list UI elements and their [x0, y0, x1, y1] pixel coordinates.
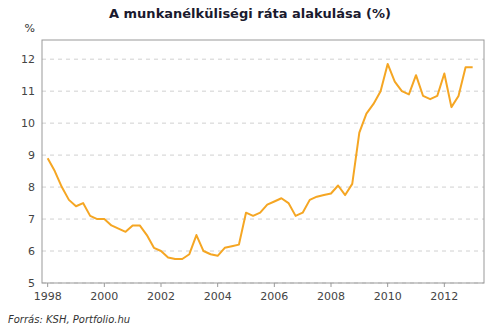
- grid-line: [42, 251, 484, 252]
- source: Forrás: KSH, Portfolio.hu: [8, 314, 130, 325]
- x-tick-label: 2010: [374, 290, 402, 303]
- series: [48, 64, 473, 259]
- y-tick-label: 11: [21, 85, 35, 98]
- grid-line: [42, 187, 484, 188]
- x-tick: [444, 283, 445, 287]
- chart-container: 5 6 7 8 9 10 11 12 1998 2000 2002 2004 2006 2008 2010 2…: [0, 0, 500, 331]
- plot-frame: [42, 40, 484, 283]
- grid: [42, 59, 484, 283]
- x-tick-label: 2002: [147, 290, 175, 303]
- x-axis: 1998 2000 2002 2004 2006 2008 2010 2012: [34, 283, 459, 303]
- x-tick-label: 1998: [34, 290, 62, 303]
- x-tick-label: 2006: [260, 290, 288, 303]
- y-tick-label: 7: [28, 213, 35, 226]
- y-tick-label: 6: [28, 245, 35, 258]
- grid-line: [42, 219, 484, 220]
- x-tick: [387, 283, 388, 287]
- y-tick-label: 10: [21, 117, 35, 130]
- x-tick: [161, 283, 162, 287]
- grid-line: [42, 59, 484, 60]
- grid-line: [42, 91, 484, 92]
- x-tick: [104, 283, 105, 287]
- chart: 5 6 7 8 9 10 11 12 1998 2000 2002 2004 2006 2008 2010 2…: [0, 0, 500, 331]
- line: [48, 64, 473, 259]
- y-tick-label: 9: [28, 149, 35, 162]
- x-tick-label: 2004: [204, 290, 232, 303]
- y-axis: 5 6 7 8 9 10 11 12: [21, 53, 35, 290]
- x-tick: [47, 283, 48, 287]
- x-tick: [331, 283, 332, 287]
- x-tick-label: 2000: [90, 290, 118, 303]
- grid-line: [42, 155, 484, 156]
- x-tick-label: 2008: [317, 290, 345, 303]
- y-axis-label: %: [25, 22, 35, 35]
- y-tick-label: 8: [28, 181, 35, 194]
- x-tick-label: 2012: [430, 290, 458, 303]
- title: A munkanélküliségi ráta alakulása (%): [109, 6, 391, 21]
- y-tick-label: 12: [21, 53, 35, 66]
- x-tick: [217, 283, 218, 287]
- grid-line: [42, 123, 484, 124]
- y-tick-label: 5: [28, 277, 35, 290]
- x-tick: [274, 283, 275, 287]
